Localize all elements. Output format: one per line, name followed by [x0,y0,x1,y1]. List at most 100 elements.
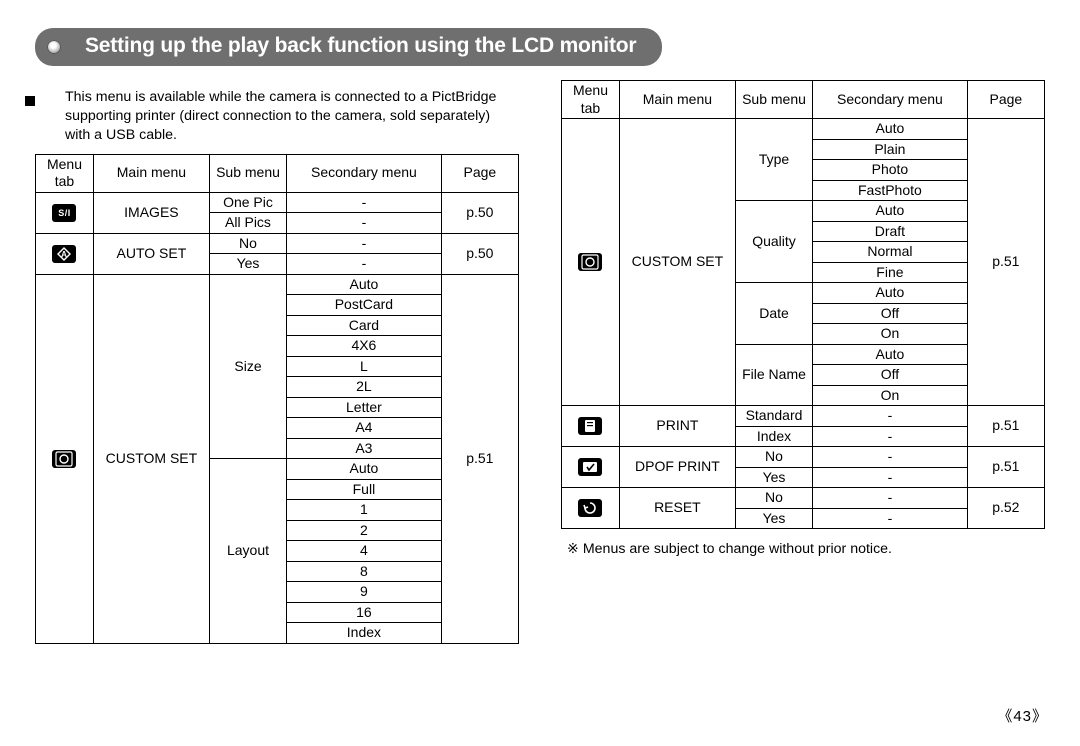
col-header: Main menu [93,154,209,192]
secondary-menu-cell: - [813,447,968,468]
sub-menu-cell: Layout [209,459,286,644]
secondary-menu-cell: A4 [287,418,442,439]
secondary-menu-cell: Auto [813,201,968,222]
secondary-menu-cell: 4X6 [287,336,442,357]
sub-menu-cell: Date [735,283,812,345]
page-ref-cell: p.50 [441,233,518,274]
col-header: Sub menu [209,154,286,192]
secondary-menu-cell: Photo [813,160,968,181]
sub-menu-cell: No [735,488,812,509]
secondary-menu-cell: Auto [813,344,968,365]
right-column: Menu tab Main menu Sub menu Secondary me… [561,80,1045,644]
icon-cell [36,274,94,643]
dpof-icon [578,458,602,476]
secondary-menu-cell: 2 [287,520,442,541]
custom-icon [578,253,602,271]
print-icon [578,417,602,435]
table-row: Menu tab Main menu Sub menu Secondary me… [36,154,519,192]
col-header: Secondary menu [813,81,968,119]
table-row: AAUTO SETNo-p.50 [36,233,519,254]
secondary-menu-cell: PostCard [287,295,442,316]
main-menu-cell: IMAGES [93,192,209,233]
page-number: 《43》 [997,705,1048,726]
col-header: Sub menu [735,81,812,119]
secondary-menu-cell: Fine [813,262,968,283]
sub-menu-cell: Yes [209,254,286,275]
icon-cell [562,488,620,529]
page-ref-cell: p.52 [967,488,1044,529]
sub-menu-cell: One Pic [209,192,286,213]
sub-menu-cell: Index [735,426,812,447]
sub-menu-cell: Size [209,274,286,459]
secondary-menu-cell: 1 [287,500,442,521]
secondary-menu-cell: Auto [813,283,968,304]
main-menu-cell: AUTO SET [93,233,209,274]
sub-menu-cell: File Name [735,344,812,406]
icon-cell: S/I [36,192,94,233]
col-header: Menu tab [36,154,94,192]
icon-cell [562,406,620,447]
sub-menu-cell: No [209,233,286,254]
secondary-menu-cell: - [813,488,968,509]
reset-icon [578,499,602,517]
square-bullet-icon [25,96,35,106]
sub-menu-cell: Standard [735,406,812,427]
secondary-menu-cell: - [813,426,968,447]
secondary-menu-cell: Auto [813,119,968,140]
icon-cell [562,447,620,488]
table-row: CUSTOM SETSizeAutop.51 [36,274,519,295]
main-menu-cell: CUSTOM SET [93,274,209,643]
col-header: Secondary menu [287,154,442,192]
secondary-menu-cell: On [813,385,968,406]
secondary-menu-cell: 4 [287,541,442,562]
title-dot [47,40,61,54]
intro-text: This menu is available while the camera … [65,88,519,146]
table-row: Menu tab Main menu Sub menu Secondary me… [562,81,1045,119]
secondary-menu-cell: 9 [287,582,442,603]
page-ref-cell: p.51 [967,447,1044,488]
sub-menu-cell: No [735,447,812,468]
left-menu-table: Menu tab Main menu Sub menu Secondary me… [35,154,519,644]
secondary-menu-cell: 16 [287,602,442,623]
table-row: DPOF PRINTNo-p.51 [562,447,1045,468]
custom-icon [52,450,76,468]
svg-text:A: A [62,250,68,259]
main-menu-cell: DPOF PRINT [619,447,735,488]
intro-wrap: This menu is available while the camera … [35,88,519,146]
secondary-menu-cell: 8 [287,561,442,582]
secondary-menu-cell: Letter [287,397,442,418]
icon-cell: A [36,233,94,274]
main-menu-cell: CUSTOM SET [619,119,735,406]
si-icon: S/I [52,204,76,222]
page-ref-cell: p.51 [441,274,518,643]
auto-icon: A [52,245,76,263]
secondary-menu-cell: Auto [287,274,442,295]
sub-menu-cell: Yes [735,508,812,529]
secondary-menu-cell: Off [813,365,968,386]
secondary-menu-cell: Full [287,479,442,500]
table-row: PRINTStandard-p.51 [562,406,1045,427]
sub-menu-cell: Type [735,119,812,201]
footnote: ※ Menus are subject to change without pr… [567,541,1045,557]
left-column: This menu is available while the camera … [35,80,519,644]
secondary-menu-cell: FastPhoto [813,180,968,201]
secondary-menu-cell: - [287,192,442,213]
secondary-menu-cell: - [287,254,442,275]
secondary-menu-cell: - [813,406,968,427]
secondary-menu-cell: Normal [813,242,968,263]
secondary-menu-cell: Draft [813,221,968,242]
secondary-menu-cell: L [287,356,442,377]
page-title: Setting up the play back function using … [85,34,636,57]
icon-cell [562,119,620,406]
secondary-menu-cell: - [813,508,968,529]
table-row: S/IIMAGESOne Pic-p.50 [36,192,519,213]
col-header: Main menu [619,81,735,119]
secondary-menu-cell: Off [813,303,968,324]
secondary-menu-cell: Index [287,623,442,644]
content-columns: This menu is available while the camera … [35,80,1045,644]
secondary-menu-cell: On [813,324,968,345]
page-ref-cell: p.51 [967,119,1044,406]
col-header: Page [967,81,1044,119]
secondary-menu-cell: Auto [287,459,442,480]
table-row: RESETNo-p.52 [562,488,1045,509]
